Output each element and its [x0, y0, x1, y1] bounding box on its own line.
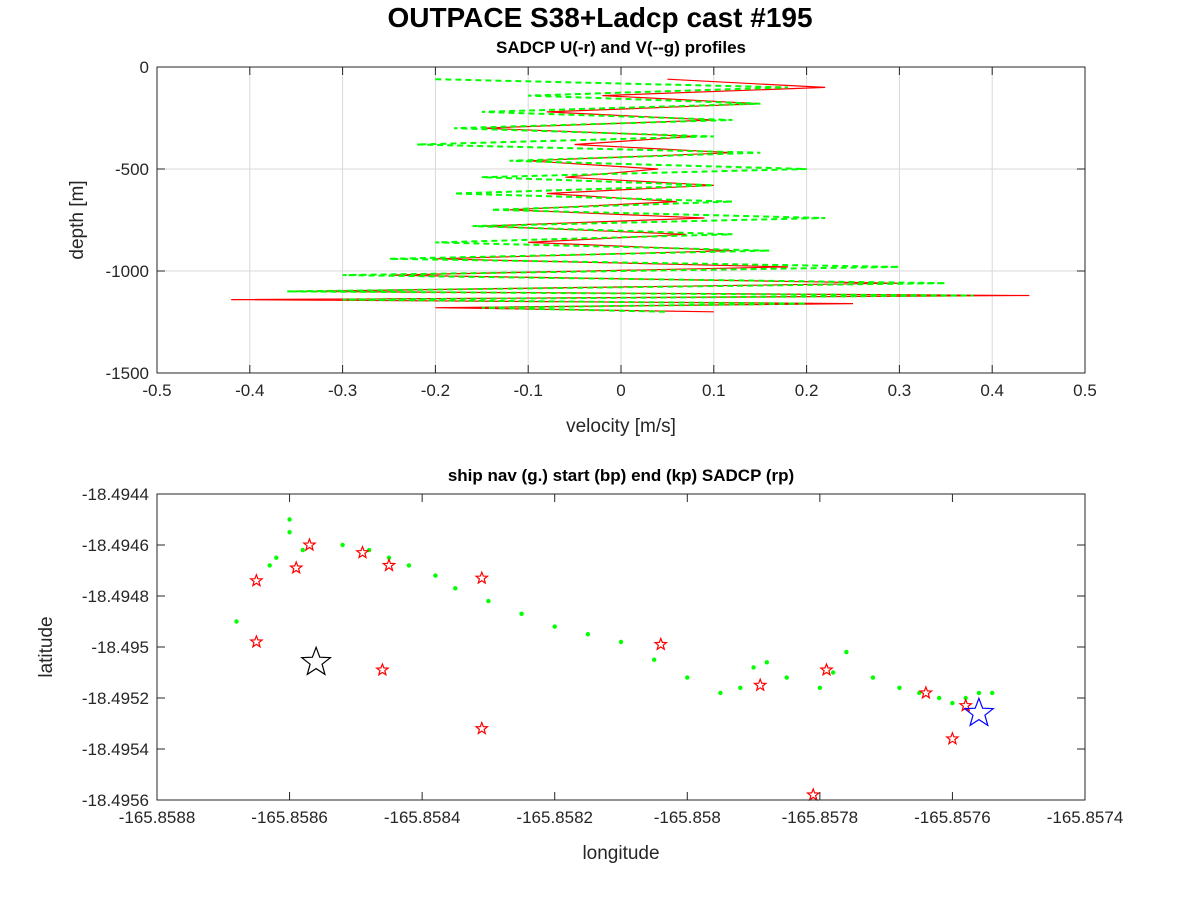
ship-nav-point [287, 530, 292, 535]
y-tick-label: -18.4944 [82, 485, 149, 504]
ship-nav-point [433, 573, 438, 578]
ship-nav-point [685, 675, 690, 680]
sadcp-star [653, 636, 669, 651]
nav-points [234, 517, 995, 802]
profile-xlabel: velocity [m/s] [566, 416, 676, 437]
sadcp-star [819, 662, 834, 677]
ship-nav-point [287, 517, 292, 522]
y-tick-label: -1000 [106, 262, 149, 281]
sadcp-star [288, 560, 304, 575]
nav-plot-title: ship nav (g.) start (bp) end (kp) SADCP … [448, 466, 794, 485]
ship-nav-point [817, 685, 823, 690]
y-tick-label: -18.4954 [82, 740, 149, 759]
x-tick-label: -0.3 [328, 381, 357, 400]
x-tick-label: 0.4 [980, 381, 1004, 400]
ship-nav-point [300, 547, 306, 553]
ship-nav-point [234, 619, 239, 624]
x-tick-label: -165.8582 [516, 808, 593, 827]
x-tick-label: -165.8586 [251, 808, 328, 827]
ship-nav-point [976, 690, 982, 696]
ship-nav-point [830, 670, 836, 675]
x-tick-label: 0.3 [888, 381, 912, 400]
ship-nav-point [406, 563, 412, 568]
y-tick-label: -18.4946 [82, 536, 149, 555]
sadcp-star [375, 662, 390, 677]
x-tick-label: -165.858 [654, 808, 721, 827]
sadcp-star [474, 720, 490, 735]
x-tick-label: -0.4 [235, 381, 264, 400]
x-tick-label: 0.5 [1073, 381, 1097, 400]
sadcp-star [249, 572, 264, 588]
sadcp-star [918, 685, 934, 700]
nav-axes-box [156, 493, 1086, 801]
nav-plot: ship nav (g.) start (bp) end (kp) SADCP … [36, 466, 1123, 864]
sadcp-star [805, 787, 821, 802]
sadcp-star [302, 537, 317, 552]
profile-plot: SADCP U(-r) and V(--g) profiles -0.5 -0.4… [67, 38, 1097, 437]
sadcp-star [474, 570, 490, 585]
x-tick-label: -165.8578 [782, 808, 859, 827]
series-line-u [231, 78, 1030, 313]
ship-nav-point [990, 690, 995, 696]
x-tick-label: -165.8584 [384, 808, 461, 827]
sadcp-star [249, 634, 264, 649]
ship-nav-point [618, 639, 624, 645]
ship-nav-point [519, 611, 524, 617]
ship-nav-point [936, 695, 942, 701]
nav-xlabel: longitude [582, 843, 659, 864]
y-tick-label: -500 [115, 160, 149, 179]
series-line-v [286, 78, 974, 313]
ship-nav-point [585, 632, 591, 637]
y-tick-label: -18.4952 [82, 689, 149, 708]
ship-nav-point [844, 649, 849, 655]
y-tick-label: -18.495 [91, 638, 149, 657]
x-tick-label: -165.8588 [119, 808, 196, 827]
figure-title: OUTPACE S38+Ladcp cast #195 [387, 2, 813, 33]
profile-ticks: -0.5 -0.4 -0.3 -0.2 -0.1 0 0.1 0.2 0.3 0.4 0.5 0 -50… [106, 58, 1097, 400]
profile-series [231, 78, 1030, 313]
ship-nav-point [274, 555, 279, 560]
ship-nav-point [751, 665, 756, 670]
ship-nav-point [950, 700, 955, 706]
sadcp-star [355, 545, 370, 559]
nav-ylabel: latitude [36, 616, 57, 677]
ship-nav-point [486, 598, 491, 604]
ship-nav-point [963, 695, 968, 701]
x-tick-label: 0 [616, 381, 625, 400]
ship-nav-point [897, 685, 902, 690]
sadcp-star [945, 731, 960, 746]
ship-nav-point [784, 675, 789, 680]
ship-nav-point [267, 563, 272, 568]
y-tick-label: -18.4948 [82, 587, 149, 606]
end-star [300, 645, 333, 676]
x-tick-label: -165.8574 [1047, 808, 1124, 827]
y-tick-label: -18.4956 [82, 791, 149, 810]
x-tick-label: -0.2 [421, 381, 450, 400]
start-star [963, 696, 995, 727]
ship-nav-point [552, 624, 557, 629]
ship-nav-point [340, 542, 345, 548]
y-tick-label: -1500 [106, 364, 149, 383]
ship-nav-point [651, 657, 657, 662]
nav-ticks: -165.8588 -165.8586 -165.8584 -165.8582 -165… [82, 485, 1123, 827]
profile-grid [157, 67, 1085, 373]
x-tick-label: 0.2 [795, 381, 819, 400]
x-tick-label: -0.1 [514, 381, 543, 400]
ship-nav-point [870, 675, 876, 680]
ship-nav-point [718, 690, 723, 696]
ship-nav-point [764, 660, 770, 665]
sadcp-star [381, 557, 397, 572]
y-tick-label: 0 [140, 58, 149, 77]
x-tick-label: -165.8576 [914, 808, 991, 827]
sadcp-star [752, 677, 768, 692]
ship-nav-point [453, 586, 458, 591]
x-tick-label: -0.5 [142, 381, 171, 400]
profile-ylabel: depth [m] [67, 180, 88, 259]
ship-nav-point [738, 685, 743, 690]
profile-plot-title: SADCP U(-r) and V(--g) profiles [496, 38, 746, 57]
x-tick-label: 0.1 [702, 381, 726, 400]
